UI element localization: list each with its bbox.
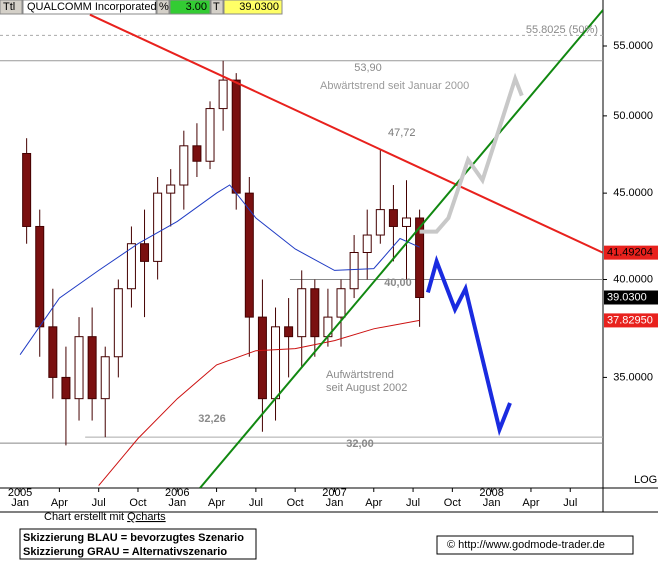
x-tick-label: Jan (168, 497, 186, 509)
site: © http://www.godmode-trader.de (447, 539, 605, 551)
pct-label-box (156, 0, 170, 15)
x-tick-label: Oct (129, 497, 146, 509)
candle-body (166, 184, 176, 194)
trend-line (419, 72, 524, 234)
t-label-box (210, 0, 224, 15)
level-label: 40,00 (384, 277, 412, 289)
candle-body (140, 243, 150, 262)
candle-body (310, 288, 320, 338)
candle-body (100, 356, 110, 400)
x-tick-label: Jul (249, 497, 263, 509)
log-label: LOG (634, 474, 657, 486)
y-tick-label: 35.0000 (613, 371, 653, 383)
x-tick-label: Jan (326, 497, 344, 509)
price-box (604, 245, 658, 260)
y-tick-label: 45.0000 (613, 187, 653, 199)
x-tick-label: Jul (92, 497, 106, 509)
candle-body (192, 145, 202, 162)
x-tick-label: Apr (522, 497, 539, 509)
x-tick-label: Jul (563, 497, 577, 509)
candle-body (218, 79, 228, 110)
price-box (604, 290, 658, 305)
candle-body (402, 217, 412, 227)
candle-body (415, 217, 425, 298)
candle-body (349, 252, 359, 290)
symbol-box (0, 0, 23, 15)
candle-body (126, 243, 136, 290)
candle-body (35, 225, 45, 328)
year-label: 2007 (322, 487, 346, 499)
trend-line (89, 13, 603, 254)
y-tick-label: 40.0000 (613, 273, 653, 285)
candle-body (153, 192, 163, 262)
candle-body (336, 288, 346, 318)
y-tick-label: 50.0000 (613, 110, 653, 122)
x-tick-label: Apr (365, 497, 382, 509)
annotation: Aufwärtstrend (326, 369, 394, 381)
legend-line: Skizzierung GRAU = Alternativszenario (23, 546, 227, 558)
candle-body (284, 326, 294, 338)
legend-line: Skizzierung BLAU = bevorzugtes Szenario (23, 532, 244, 544)
candle-body (205, 108, 215, 162)
trend-line (199, 9, 603, 488)
name-box (22, 0, 157, 15)
t-label: T (213, 1, 220, 13)
last-value: 39.0300 (239, 1, 279, 13)
price-box-label: 37.82950 (607, 314, 653, 326)
candle-body (179, 145, 189, 186)
symbol: Ttl (3, 1, 15, 13)
credit: Chart erstellt mit Qcharts (44, 511, 166, 523)
x-tick-label: Oct (287, 497, 304, 509)
price-box-label: 41.49204 (607, 247, 653, 259)
pct-box (169, 0, 211, 15)
credit-link: Qcharts (127, 511, 166, 523)
candle-body (375, 209, 385, 236)
year-label: 2005 (8, 487, 32, 499)
candle-body (87, 336, 97, 400)
annotation: seit August 2002 (326, 382, 407, 394)
annotation: Abwärtstrend seit Januar 2000 (320, 80, 469, 92)
level-label: 53,90 (354, 62, 382, 74)
last-box (223, 0, 283, 15)
x-tick-label: Jan (483, 497, 501, 509)
candle-body (297, 288, 307, 338)
candle-body (271, 326, 281, 400)
year-label: 2006 (165, 487, 189, 499)
price-box-label: 39.0300 (607, 291, 647, 303)
candle-body (113, 288, 123, 358)
pct-value: 3.00 (186, 1, 207, 13)
x-tick-label: Jan (11, 497, 29, 509)
candle-body (244, 192, 254, 318)
level-label: 32,00 (346, 438, 374, 450)
plot-area (0, 9, 603, 488)
credit-text: Chart erstellt mit (44, 511, 127, 523)
trend-line (425, 255, 512, 437)
candle-body (22, 152, 32, 227)
pct-label: % (159, 1, 169, 13)
x-tick-label: Oct (444, 497, 461, 509)
x-tick-label: Apr (208, 497, 225, 509)
level-label: 32,26 (198, 413, 226, 425)
price-box (604, 313, 658, 328)
security-name: QUALCOMM Incorporated (27, 1, 157, 13)
candle-body (61, 376, 71, 400)
annotation: 47,72 (388, 127, 416, 139)
x-tick-label: Jul (406, 497, 420, 509)
year-label: 2008 (479, 487, 503, 499)
trend-line (19, 184, 420, 355)
level-label: 55.8025 (50%) (526, 24, 598, 36)
candle-body (231, 79, 241, 194)
candle-body (48, 326, 58, 378)
site-box (436, 535, 634, 555)
x-tick-label: Apr (51, 497, 68, 509)
candle-body (74, 336, 84, 400)
candle-body (388, 209, 398, 227)
legend-box (19, 528, 257, 560)
y-tick-label: 55.0000 (613, 40, 653, 52)
candle-body (362, 234, 372, 254)
candle-body (257, 316, 267, 400)
trend-line (98, 319, 420, 486)
